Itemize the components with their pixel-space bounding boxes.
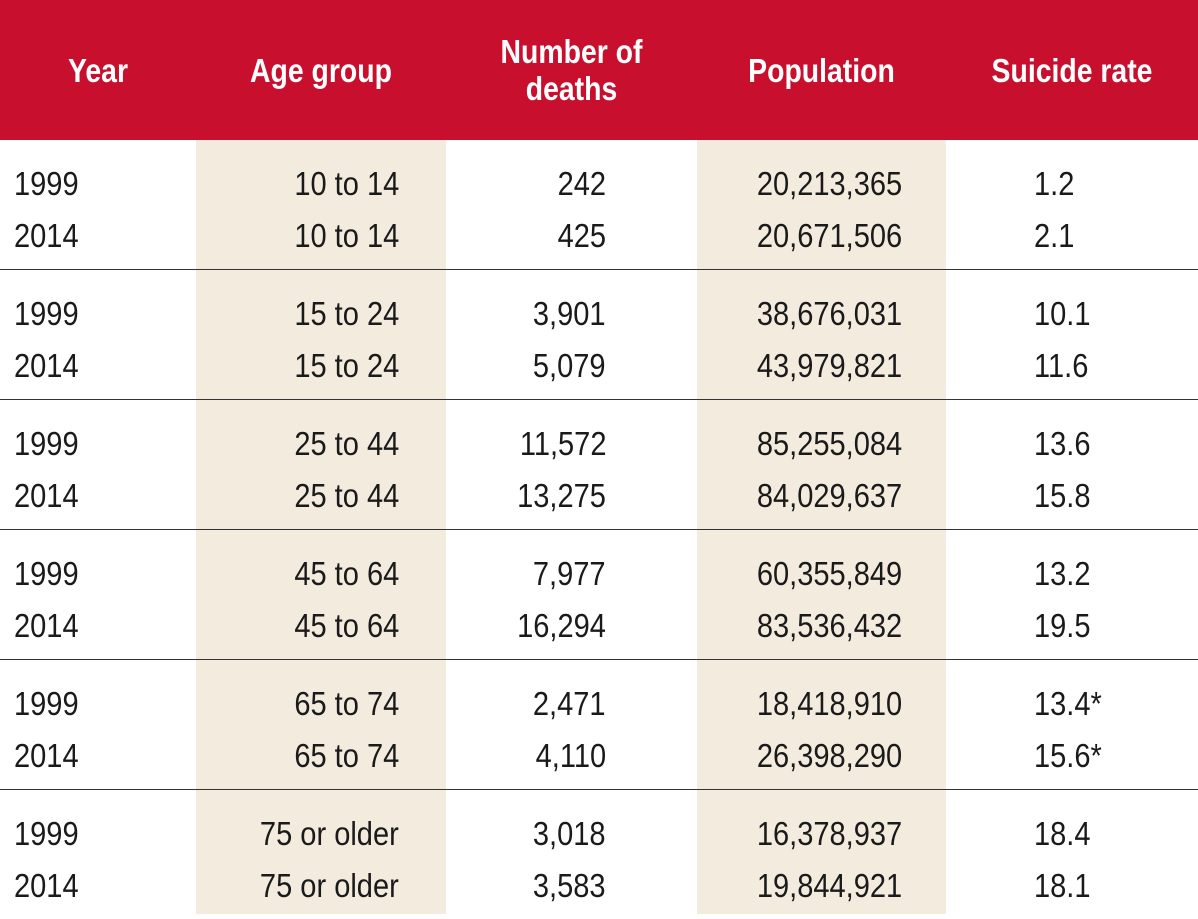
cell-suicide-rate: 10.1 <box>1034 295 1091 332</box>
cell-suicide-rate: 11.6 <box>1034 347 1089 384</box>
cell-number-of-deaths: 2,471 <box>533 685 606 722</box>
cell-number-of-deaths: 3,901 <box>533 295 606 332</box>
table-row: 2014 45 to 64 16,294 83,536,432 19.5 <box>0 600 1198 652</box>
age-group-block: 1999 15 to 24 3,901 38,676,031 10.1 2014 15 to… <box>0 269 1198 399</box>
table-row: 1999 25 to 44 11,572 85,255,084 13.6 <box>0 418 1198 470</box>
cell-suicide-rate: 19.5 <box>1034 607 1091 644</box>
cell-population: 83,536,432 <box>756 607 902 644</box>
table-row: 2014 25 to 44 13,275 84,029,637 15.8 <box>0 470 1198 522</box>
cell-age-group: 45 to 64 <box>294 607 399 644</box>
cell-age-group: 25 to 44 <box>294 425 399 462</box>
cell-year: 2014 <box>14 347 79 384</box>
cell-age-group: 65 to 74 <box>294 685 399 722</box>
cell-year: 1999 <box>14 165 79 202</box>
age-group-block: 1999 65 to 74 2,471 18,418,910 13.4* 2014 65 t… <box>0 659 1198 789</box>
cell-year: 1999 <box>14 295 79 332</box>
cell-number-of-deaths: 3,583 <box>533 867 606 904</box>
cell-year: 2014 <box>14 737 79 774</box>
cell-population: 16,378,937 <box>756 815 902 852</box>
table-row: 1999 75 or older 3,018 16,378,937 18.4 <box>0 808 1198 860</box>
cell-population: 19,844,921 <box>756 867 902 904</box>
header-number-of-deaths: Number of deaths <box>464 0 680 140</box>
table-body: 1999 10 to 14 242 20,213,365 1.2 2014 10 to 14… <box>0 140 1198 919</box>
cell-year: 1999 <box>14 555 79 592</box>
cell-year: 1999 <box>14 685 79 722</box>
table-row: 2014 15 to 24 5,079 43,979,821 11.6 <box>0 340 1198 392</box>
cell-age-group: 45 to 64 <box>294 555 399 592</box>
cell-year: 1999 <box>14 815 79 852</box>
cell-number-of-deaths: 7,977 <box>533 555 606 592</box>
cell-year: 2014 <box>14 477 79 514</box>
cell-suicide-rate: 15.8 <box>1034 477 1091 514</box>
cell-suicide-rate: 2.1 <box>1034 217 1075 254</box>
cell-age-group: 65 to 74 <box>294 737 399 774</box>
cell-suicide-rate: 13.6 <box>1034 425 1091 462</box>
cell-number-of-deaths: 4,110 <box>535 737 606 774</box>
header-age-group: Age group <box>250 51 392 89</box>
cell-suicide-rate: 15.6* <box>1034 737 1102 774</box>
cell-age-group: 10 to 14 <box>294 165 399 202</box>
age-group-block: 1999 10 to 14 242 20,213,365 1.2 2014 10 to 14… <box>0 140 1198 269</box>
cell-age-group: 15 to 24 <box>294 347 399 384</box>
cell-number-of-deaths: 16,294 <box>517 607 606 644</box>
table-header: Year Age group Number of deaths Populati… <box>0 0 1198 140</box>
age-group-block: 1999 25 to 44 11,572 85,255,084 13.6 2014 25 t… <box>0 399 1198 529</box>
cell-year: 2014 <box>14 867 79 904</box>
cell-population: 26,398,290 <box>756 737 902 774</box>
age-group-block: 1999 75 or older 3,018 16,378,937 18.4 2014 75… <box>0 789 1198 919</box>
cell-number-of-deaths: 242 <box>557 165 606 202</box>
cell-suicide-rate: 18.1 <box>1034 867 1091 904</box>
cell-age-group: 75 or older <box>260 867 399 904</box>
cell-population: 18,418,910 <box>756 685 902 722</box>
cell-population: 84,029,637 <box>756 477 902 514</box>
table-row: 2014 65 to 74 4,110 26,398,290 15.6* <box>0 730 1198 782</box>
table-row: 2014 10 to 14 425 20,671,506 2.1 <box>0 210 1198 262</box>
cell-population: 85,255,084 <box>756 425 902 462</box>
cell-year: 2014 <box>14 607 79 644</box>
cell-population: 60,355,849 <box>756 555 902 592</box>
cell-number-of-deaths: 11,572 <box>519 425 606 462</box>
header-year: Year <box>68 51 128 89</box>
cell-population: 43,979,821 <box>756 347 902 384</box>
cell-year: 1999 <box>14 425 79 462</box>
header-deaths-line2: deaths <box>525 70 618 107</box>
header-population: Population <box>748 51 895 89</box>
cell-population: 20,671,506 <box>756 217 902 254</box>
header-deaths-line1: Number of <box>500 33 643 70</box>
cell-suicide-rate: 1.2 <box>1034 165 1075 202</box>
table-row: 1999 15 to 24 3,901 38,676,031 10.1 <box>0 288 1198 340</box>
cell-number-of-deaths: 5,079 <box>533 347 606 384</box>
cell-age-group: 75 or older <box>260 815 399 852</box>
cell-population: 38,676,031 <box>756 295 902 332</box>
cell-suicide-rate: 13.2 <box>1034 555 1091 592</box>
table-row: 1999 10 to 14 242 20,213,365 1.2 <box>0 158 1198 210</box>
cell-age-group: 10 to 14 <box>294 217 399 254</box>
cell-age-group: 15 to 24 <box>294 295 399 332</box>
cell-suicide-rate: 13.4* <box>1034 685 1102 722</box>
cell-number-of-deaths: 3,018 <box>533 815 606 852</box>
cell-suicide-rate: 18.4 <box>1034 815 1091 852</box>
cell-year: 2014 <box>14 217 79 254</box>
cell-number-of-deaths: 13,275 <box>517 477 606 514</box>
age-group-block: 1999 45 to 64 7,977 60,355,849 13.2 2014 45 to… <box>0 529 1198 659</box>
table-row: 2014 75 or older 3,583 19,844,921 18.1 <box>0 860 1198 912</box>
cell-age-group: 25 to 44 <box>294 477 399 514</box>
cell-population: 20,213,365 <box>756 165 902 202</box>
header-suicide-rate: Suicide rate <box>991 51 1153 89</box>
table-row: 1999 65 to 74 2,471 18,418,910 13.4* <box>0 678 1198 730</box>
cell-number-of-deaths: 425 <box>557 217 606 254</box>
table-row: 1999 45 to 64 7,977 60,355,849 13.2 <box>0 548 1198 600</box>
